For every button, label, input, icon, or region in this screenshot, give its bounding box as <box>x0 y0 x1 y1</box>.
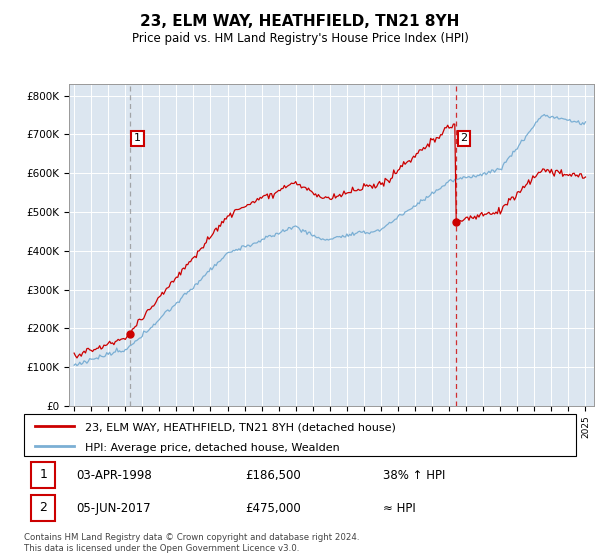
Text: 03-APR-1998: 03-APR-1998 <box>76 469 152 482</box>
Text: £475,000: £475,000 <box>245 502 301 515</box>
Text: ≈ HPI: ≈ HPI <box>383 502 416 515</box>
Text: 1: 1 <box>40 469 47 482</box>
Text: 05-JUN-2017: 05-JUN-2017 <box>76 502 151 515</box>
FancyBboxPatch shape <box>31 462 55 488</box>
Text: 38% ↑ HPI: 38% ↑ HPI <box>383 469 445 482</box>
Text: Contains HM Land Registry data © Crown copyright and database right 2024.
This d: Contains HM Land Registry data © Crown c… <box>24 533 359 553</box>
Text: 2: 2 <box>40 501 47 514</box>
FancyBboxPatch shape <box>24 414 576 456</box>
Text: HPI: Average price, detached house, Wealden: HPI: Average price, detached house, Weal… <box>85 442 340 452</box>
Text: 23, ELM WAY, HEATHFIELD, TN21 8YH: 23, ELM WAY, HEATHFIELD, TN21 8YH <box>140 14 460 29</box>
Text: 1: 1 <box>134 133 141 143</box>
Text: 23, ELM WAY, HEATHFIELD, TN21 8YH (detached house): 23, ELM WAY, HEATHFIELD, TN21 8YH (detac… <box>85 423 395 433</box>
Text: Price paid vs. HM Land Registry's House Price Index (HPI): Price paid vs. HM Land Registry's House … <box>131 32 469 45</box>
Text: £186,500: £186,500 <box>245 469 301 482</box>
FancyBboxPatch shape <box>31 495 55 521</box>
Text: 2: 2 <box>461 133 467 143</box>
